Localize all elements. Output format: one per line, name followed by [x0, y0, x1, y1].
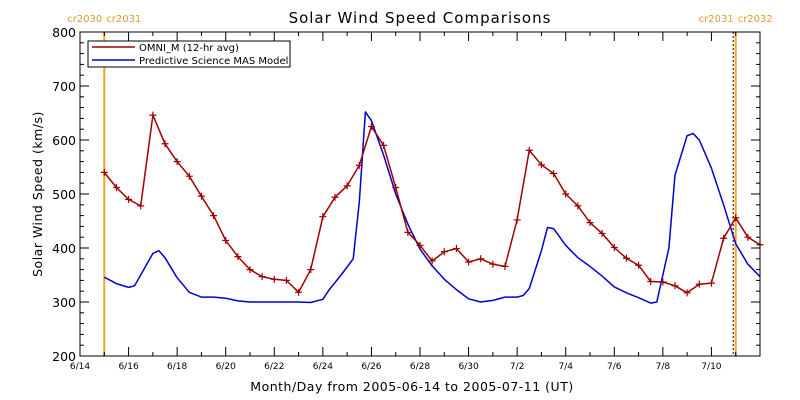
data-point-omni [222, 236, 230, 244]
carrington-left-label: cr2031 [699, 14, 734, 25]
legend: OMNI_M (12-hr avg) Predictive Science MA… [87, 40, 291, 68]
carrington-markers: cr2030 cr2031 cr2031 cr2032 [67, 14, 773, 356]
legend-label-omni: OMNI_M (12-hr avg) [139, 43, 239, 54]
data-point-omni [404, 228, 412, 236]
data-point-omni [416, 241, 424, 249]
data-point-omni [683, 289, 691, 297]
data-point-omni [707, 279, 715, 287]
data-point-omni [380, 141, 388, 149]
data-point-omni [635, 261, 643, 269]
data-point-omni [282, 276, 290, 284]
x-tick-label: 6/26 [361, 362, 381, 372]
data-point-omni [307, 266, 315, 274]
x-tick-label: 6/20 [216, 362, 236, 372]
data-point-omni [197, 192, 205, 200]
legend-box [87, 40, 291, 68]
y-tick-label: 600 [52, 133, 76, 148]
data-point-omni [428, 257, 436, 265]
data-point-omni [343, 182, 351, 190]
data-point-omni [537, 161, 545, 169]
data-point-omni [392, 184, 400, 192]
y-tick-label: 400 [52, 241, 76, 256]
data-point-omni [732, 214, 740, 222]
x-tick-label: 7/4 [558, 362, 573, 372]
x-tick-label: 7/6 [607, 362, 622, 372]
data-point-omni [513, 216, 521, 224]
y-axis: 200 300 400 500 600 700 800 [52, 25, 760, 364]
chart-title: Solar Wind Speed Comparisons [289, 9, 552, 27]
data-point-omni [452, 245, 460, 253]
y-tick-label: 200 [52, 349, 76, 364]
carrington-left-label: cr2030 [67, 14, 102, 25]
y-tick-label: 300 [52, 295, 76, 310]
x-tick-label: 6/16 [118, 362, 138, 372]
data-point-omni [270, 275, 278, 283]
data-point-omni [173, 158, 181, 166]
x-tick-label: 7/10 [701, 362, 721, 372]
data-point-omni [586, 219, 594, 227]
x-tick-label: 6/24 [313, 362, 333, 372]
series-line-mas [103, 111, 761, 304]
x-axis: 6/14 6/16 6/18 6/20 6/22 6/24 6/26 6/28 6/30 7/2 7… [70, 32, 761, 372]
x-tick-label: 6/18 [167, 362, 187, 372]
legend-label-mas: Predictive Science MAS Model [139, 56, 288, 67]
data-point-omni [550, 169, 558, 177]
data-point-omni [100, 168, 108, 176]
x-tick-label: 6/28 [410, 362, 430, 372]
x-tick-label: 6/14 [70, 362, 90, 372]
data-point-omni [562, 190, 570, 198]
x-tick-label: 7/8 [656, 362, 671, 372]
data-point-omni [489, 260, 497, 268]
data-point-omni [598, 229, 606, 237]
data-point-omni [695, 280, 703, 288]
x-tick-label: 6/30 [458, 362, 478, 372]
data-point-omni [319, 213, 327, 221]
data-point-omni [720, 234, 728, 242]
data-point-omni [622, 254, 630, 262]
data-point-omni [440, 248, 448, 256]
data-point-omni [744, 233, 752, 241]
plot-frame [79, 31, 761, 357]
series-layer [100, 111, 764, 304]
x-axis-label: Month/Day from 2005-06-14 to 2005-07-11 … [250, 379, 573, 394]
data-point-omni [367, 123, 375, 130]
data-point-omni [477, 255, 485, 263]
x-tick-label: 6/22 [264, 362, 284, 372]
data-point-omni [149, 111, 157, 119]
data-point-omni [501, 262, 509, 270]
data-point-omni [258, 273, 266, 281]
data-point-omni [112, 184, 120, 192]
data-point-omni [355, 161, 363, 169]
carrington-right-label: cr2031 [106, 14, 141, 25]
data-point-omni [610, 243, 618, 251]
data-point-omni [647, 277, 655, 285]
data-point-omni [331, 193, 339, 201]
y-tick-label: 500 [52, 187, 76, 202]
data-point-omni [137, 202, 145, 210]
y-axis-label: Solar Wind Speed (km/s) [30, 111, 45, 277]
data-point-omni [210, 212, 218, 220]
data-point-omni [125, 195, 133, 203]
data-point-omni [246, 266, 254, 274]
series-mas [103, 111, 761, 304]
data-point-omni [671, 282, 679, 290]
x-tick-label: 7/2 [510, 362, 524, 372]
data-point-omni [465, 258, 473, 266]
series-omni [100, 111, 764, 297]
y-tick-label: 800 [52, 25, 76, 40]
data-point-omni [185, 172, 193, 180]
data-point-omni [659, 278, 667, 286]
data-point-omni [161, 140, 169, 148]
data-point-omni [525, 146, 533, 154]
data-point-omni [234, 253, 242, 261]
carrington-right-label: cr2032 [738, 14, 773, 25]
data-point-omni [295, 288, 303, 296]
y-tick-label: 700 [52, 79, 76, 94]
data-point-omni [574, 202, 582, 210]
